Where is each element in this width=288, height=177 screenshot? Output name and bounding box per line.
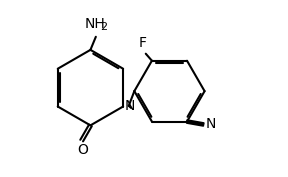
- Text: NH: NH: [85, 17, 105, 31]
- Text: N: N: [124, 99, 135, 113]
- Text: O: O: [77, 143, 88, 157]
- Text: 2: 2: [100, 21, 107, 32]
- Text: F: F: [139, 36, 147, 50]
- Text: N: N: [206, 118, 216, 132]
